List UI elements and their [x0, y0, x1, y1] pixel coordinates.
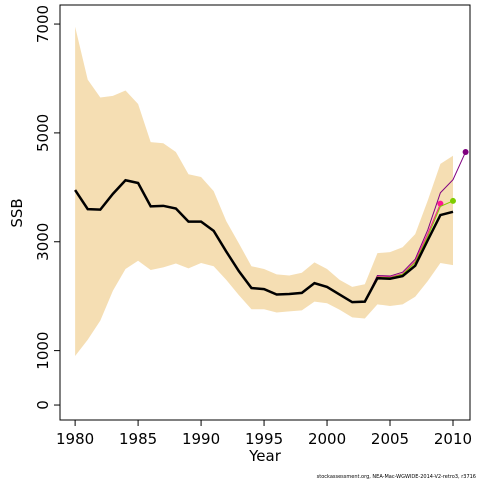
end-point — [449, 197, 456, 204]
y-tick-label: 5000 — [34, 114, 52, 152]
x-tick-label: 2005 — [371, 430, 409, 448]
x-tick-label: 1980 — [56, 430, 94, 448]
x-axis-label: Year — [248, 447, 282, 465]
x-tick-label: 2010 — [434, 430, 472, 448]
footnote: stockassessment.org, NEA-Mac-WGWIDE-2014… — [317, 474, 476, 480]
series-line — [74, 178, 454, 304]
end-point — [462, 148, 469, 155]
x-tick-label: 1985 — [119, 430, 157, 448]
x-tick-label: 1990 — [182, 430, 220, 448]
y-axis-label: SSB — [8, 198, 26, 227]
y-tick-label: 3000 — [34, 223, 52, 261]
y-tick-label: 1000 — [34, 332, 52, 370]
x-tick-label: 1995 — [245, 430, 283, 448]
y-tick-label: 7000 — [34, 5, 52, 43]
x-tick-label: 2000 — [308, 430, 346, 448]
confidence-band — [75, 26, 453, 357]
end-point — [437, 200, 444, 207]
y-tick-label: 0 — [34, 400, 52, 410]
